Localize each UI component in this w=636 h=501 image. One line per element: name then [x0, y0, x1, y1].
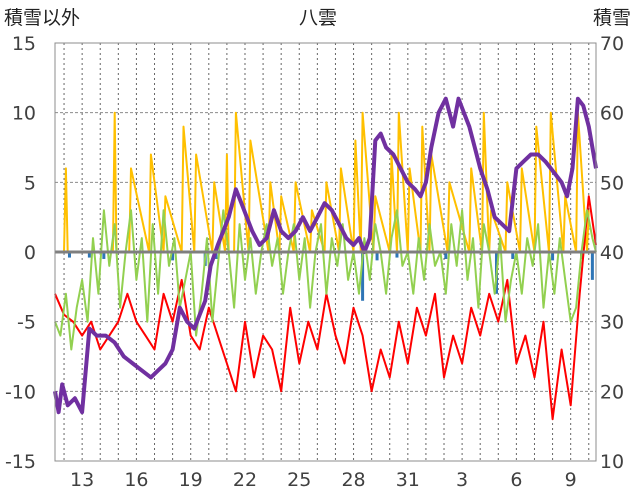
x-tick-label: 19 [179, 469, 203, 491]
right-tick-label: 60 [600, 103, 624, 125]
right-tick-label: 30 [600, 312, 624, 334]
right-tick-label: 10 [600, 451, 624, 473]
x-tick-label: 31 [396, 469, 420, 491]
left-tick-label: 0 [24, 242, 36, 264]
right-tick-label: 50 [600, 172, 624, 194]
right-axis-label: 積雪 [593, 7, 631, 29]
x-tick-label: 6 [510, 469, 522, 491]
left-axis-label: 積雪以外 [4, 7, 80, 29]
axes: 13 16 19 22 25 28 31 3 6 9 [54, 42, 597, 491]
bar-sunshine-or-precip [87, 252, 91, 258]
series-line-snow-depth [53, 96, 598, 415]
left-tick-label: 10 [12, 103, 36, 125]
left-tick-label: -15 [5, 451, 36, 473]
right-tick-label: 70 [600, 33, 624, 55]
bar-sunshine-or-precip [375, 252, 379, 261]
x-tick-label: 3 [456, 469, 468, 491]
bar-sunshine-or-precip [67, 252, 71, 258]
left-tick-label: 15 [12, 33, 36, 55]
plot-border [54, 42, 597, 462]
bar-sunshine-or-precip [444, 252, 448, 259]
bar-sunshine-or-precip [395, 252, 399, 258]
x-tick-label: 28 [341, 469, 365, 491]
bar-sunshine-or-precip [590, 252, 594, 280]
bar-sunshine-or-precip [171, 252, 175, 261]
x-tick-label: 13 [70, 469, 94, 491]
chart-title: 八雲 [299, 7, 337, 29]
bar-sunshine-or-precip [551, 252, 555, 261]
left-tick-label: 5 [24, 172, 36, 194]
left-tick-label: -10 [5, 381, 36, 403]
left-tick-label: -5 [17, 312, 36, 334]
chart-marks [53, 96, 598, 421]
x-tick-label: 22 [233, 469, 257, 491]
bar-sunshine-or-precip [102, 252, 106, 259]
x-tick-label: 25 [287, 469, 311, 491]
x-tick-label: 9 [565, 469, 577, 491]
bar-sunshine-or-precip [511, 252, 515, 259]
x-tick-label: 16 [124, 469, 148, 491]
right-tick-label: 40 [600, 242, 624, 264]
bar-sunshine-or-precip [361, 252, 365, 301]
right-tick-label: 20 [600, 381, 624, 403]
series-line-temperature-green [54, 209, 597, 351]
